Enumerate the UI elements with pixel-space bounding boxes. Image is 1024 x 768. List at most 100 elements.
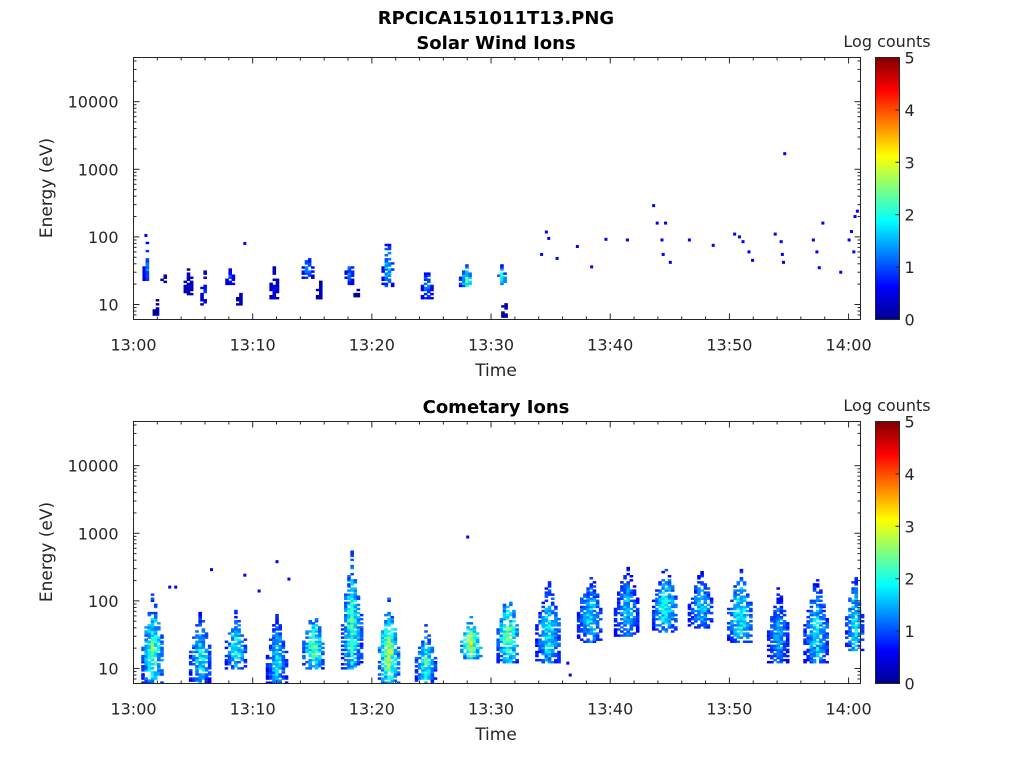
heatmap-cell: [815, 599, 820, 603]
heatmap-cell: [583, 611, 587, 615]
heatmap-cell: [311, 274, 315, 277]
heatmap-cell: [592, 636, 597, 639]
heatmap-cell: [234, 615, 238, 619]
heatmap-cell: [806, 634, 811, 637]
heatmap-cell: [340, 656, 345, 660]
heatmap-cell: [317, 644, 322, 648]
heatmap-cell: [745, 613, 750, 617]
heatmap-cell: [580, 609, 584, 613]
heatmap-cell: [275, 671, 279, 674]
heatmap-cell: [733, 603, 737, 607]
heatmap-cell: [462, 272, 466, 275]
heatmap-cell: [207, 650, 212, 654]
heatmap-cell: [554, 644, 558, 648]
heatmap-cell: [393, 642, 398, 646]
heatmap-cell: [228, 272, 232, 275]
heatmap-cell: [803, 660, 807, 664]
heatmap-cell: [390, 679, 395, 682]
heatmap-cell: [854, 648, 859, 652]
heatmap-cell: [344, 634, 348, 637]
heatmap-cell: [670, 589, 675, 592]
heatmap-cell: [655, 601, 659, 605]
heatmap-cell: [809, 620, 814, 623]
heatmap-cell: [427, 663, 431, 666]
heatmap-cell: [592, 632, 597, 635]
heatmap-cell: [776, 630, 780, 633]
heatmap-cell: [152, 309, 157, 312]
heatmap-cell: [815, 650, 820, 654]
heatmap-cell: [195, 673, 199, 676]
heatmap-cell: [541, 626, 546, 629]
heatmap-cell: [198, 613, 202, 617]
heatmap-cell: [586, 632, 590, 635]
heatmap-cell: [620, 593, 624, 596]
heatmap-cell: [387, 613, 391, 617]
heatmap-cell: [150, 624, 155, 627]
heatmap-cell: [340, 628, 345, 631]
heatmap-cell: [851, 581, 855, 584]
colorbar-tick-label: 0: [905, 675, 915, 694]
heatmap-cell: [825, 622, 829, 625]
heatmap-cell: [314, 646, 319, 650]
heatmap-cell: [592, 581, 597, 584]
x-tick-label: 13:50: [706, 336, 752, 355]
heatmap-cell: [396, 671, 401, 674]
heatmap-cell: [664, 618, 669, 621]
heatmap-cell: [340, 624, 345, 627]
heatmap-cell: [854, 583, 859, 586]
heatmap-cell: [150, 671, 155, 674]
heatmap-cell: [785, 632, 790, 635]
heatmap-cell: [353, 292, 357, 296]
heatmap-cell: [347, 270, 352, 273]
heatmap-cell: [742, 640, 747, 643]
heatmap-cell: [658, 618, 662, 621]
heatmap-cell: [509, 648, 513, 652]
heatmap-cell: [541, 644, 546, 648]
heatmap-cell: [776, 620, 780, 623]
heatmap-cell: [421, 673, 425, 676]
heatmap-cell: [278, 644, 282, 648]
heatmap-cell: [469, 628, 474, 631]
heatmap-cell: [674, 626, 678, 629]
heatmap-cell: [278, 658, 282, 662]
heatmap-cell: [157, 638, 161, 641]
heatmap-cell: [387, 247, 392, 251]
heatmap-cell: [770, 640, 774, 643]
heatmap-cell: [736, 640, 741, 643]
heatmap-cell: [782, 260, 786, 264]
heatmap-cell: [424, 675, 428, 678]
heatmap-cell: [505, 640, 510, 643]
heatmap-cell: [475, 642, 480, 646]
heatmap-cell: [237, 648, 241, 652]
colorbar-frame: [875, 57, 900, 320]
heatmap-cell: [272, 642, 276, 646]
heatmap-cell: [661, 622, 665, 625]
heatmap-cell: [350, 665, 354, 668]
heatmap-cell: [626, 568, 630, 572]
heatmap-cell: [201, 640, 206, 643]
heatmap-cell: [703, 624, 708, 627]
heatmap-cell: [302, 642, 306, 646]
heatmap-cell: [353, 640, 358, 643]
heatmap-cell: [620, 613, 624, 617]
heatmap-cell: [155, 303, 160, 306]
heatmap-cell: [806, 636, 811, 639]
heatmap-cell: [268, 644, 273, 648]
heatmap-cell: [655, 628, 659, 631]
heatmap-cell: [234, 636, 238, 639]
heatmap-cell: [547, 630, 552, 633]
heatmap-cell: [785, 624, 790, 627]
heatmap-cell: [803, 632, 807, 635]
heatmap-cell: [779, 630, 784, 633]
heatmap-cell: [353, 613, 358, 617]
heatmap-cell: [186, 282, 191, 286]
heatmap-cell: [275, 286, 280, 290]
heatmap-cell: [150, 675, 155, 678]
heatmap-cell: [275, 622, 279, 625]
heatmap-cell: [687, 607, 692, 611]
heatmap-cell: [595, 605, 600, 609]
heatmap-cell: [854, 587, 859, 590]
heatmap-cell: [347, 601, 351, 605]
heatmap-cell: [557, 656, 561, 660]
heatmap-cell: [308, 648, 313, 652]
